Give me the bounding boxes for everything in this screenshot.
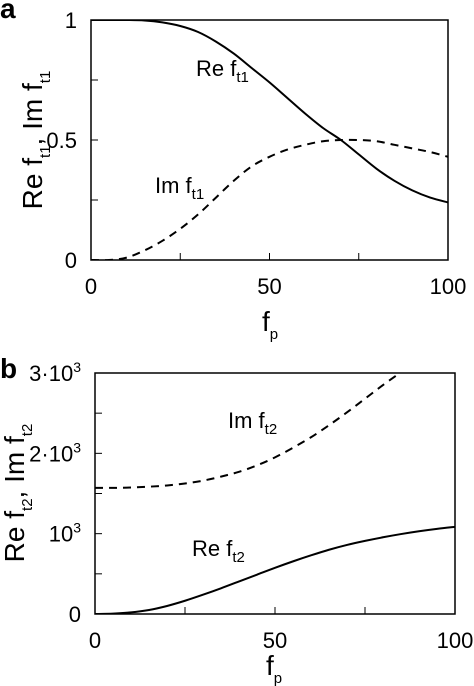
y-tick-label: 1	[65, 8, 77, 33]
y-tick-label: 0.5	[46, 128, 77, 153]
panel-b-annotation-re: Re ft2	[192, 536, 245, 566]
y-tick-label: 2·103	[29, 439, 81, 466]
panel-a-annotation-im: Im ft1	[155, 173, 204, 203]
panel-a-y-axis-title: Re ft1, Im ft1	[17, 71, 54, 210]
panel-a: a 0 50 100 0 0.5 1 Re ft1 Im ft1 fp Re ft1, I…	[0, 0, 466, 343]
panel-a-x-axis-title: fp	[262, 306, 278, 343]
panel-a-label: a	[0, 0, 16, 24]
panel-b-tick-labels: 0 50 100 0 103 2·103 3·103	[29, 359, 473, 653]
x-tick-label: 50	[263, 628, 287, 653]
series-re-line	[91, 20, 448, 204]
panel-b-ticks	[94, 372, 456, 615]
x-tick-label: 0	[85, 274, 97, 299]
panel-a-annotation-re: Re ft1	[196, 56, 249, 86]
panel-a-frame	[90, 19, 449, 261]
series-re-line	[95, 525, 455, 614]
series-im-line	[95, 373, 402, 489]
panel-a-tick-labels: 0 50 100 0 0.5 1	[46, 8, 466, 299]
panel-b-frame	[94, 372, 456, 615]
x-tick-label: 50	[257, 274, 281, 299]
panel-a-series	[91, 20, 448, 260]
panel-b-y-axis-title: Re ft2, Im ft2	[0, 424, 36, 563]
panel-a-ticks	[90, 19, 449, 261]
x-tick-label: 0	[89, 628, 101, 653]
y-tick-label: 103	[49, 520, 81, 547]
x-tick-label: 100	[430, 274, 467, 299]
x-tick-label: 100	[437, 628, 474, 653]
y-tick-label: 3·103	[29, 359, 81, 386]
panel-b-series	[95, 373, 455, 614]
panel-b-x-axis-title: fp	[266, 650, 282, 686]
y-tick-label: 0	[65, 248, 77, 273]
panel-b-annotation-im: Im ft2	[228, 408, 277, 438]
series-im-line	[91, 138, 448, 260]
panel-b-label: b	[0, 353, 17, 384]
y-tick-label: 0	[69, 602, 81, 627]
